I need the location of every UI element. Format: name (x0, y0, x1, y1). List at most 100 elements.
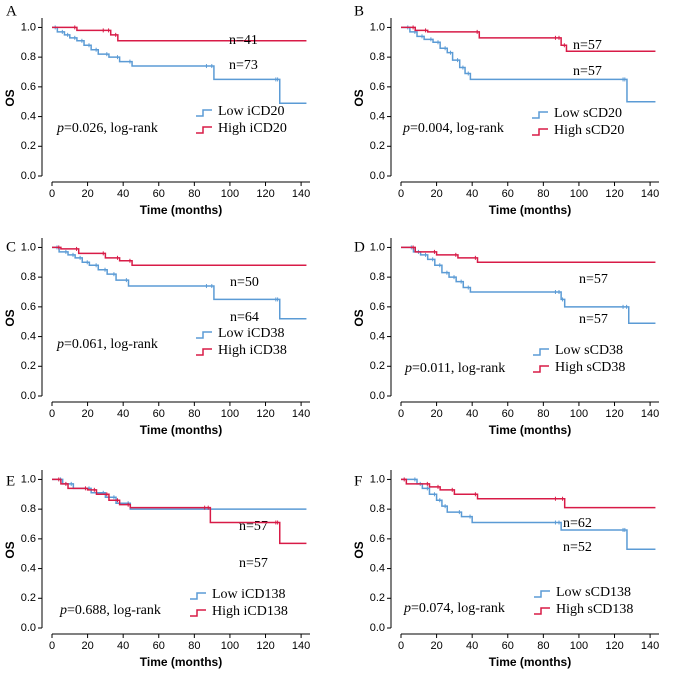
y-tick-label: 0.6 (21, 533, 36, 545)
x-axis-title: Time (months) (140, 423, 222, 437)
x-tick-label: 40 (117, 408, 129, 420)
panel-label: D (354, 239, 365, 255)
x-tick-label: 20 (430, 640, 442, 652)
x-tick-label: 120 (256, 408, 274, 420)
km-curve-high (52, 26, 307, 42)
y-tick-label: 0.2 (21, 360, 36, 372)
x-axis-title: Time (months) (140, 655, 222, 669)
p-symbol: p (59, 603, 67, 618)
legend-label: High sCD20 (554, 123, 624, 138)
x-tick-label: 100 (570, 188, 588, 200)
p-symbol: p (404, 361, 412, 376)
x-tick-label: 40 (466, 188, 478, 200)
x-tick-label: 140 (641, 408, 659, 420)
legend-label: Low iCD38 (218, 326, 285, 341)
y-tick-label: 0.6 (21, 301, 36, 313)
n-label-high: n=57 (239, 556, 268, 571)
km-curve-low (401, 246, 656, 324)
y-tick-label: 0.0 (370, 622, 385, 634)
legend-label: High iCD20 (218, 121, 287, 136)
x-tick-label: 0 (49, 408, 55, 420)
x-tick-label: 20 (430, 188, 442, 200)
x-tick-label: 40 (466, 640, 478, 652)
x-tick-label: 120 (256, 640, 274, 652)
km-curve-low (52, 246, 307, 320)
y-axis-title: OS (352, 541, 366, 558)
x-tick-label: 120 (256, 188, 274, 200)
y-tick-label: 0.0 (21, 622, 36, 634)
legend-label: Low sCD38 (555, 343, 623, 358)
p-value: =0.688, log-rank (67, 603, 161, 618)
p-symbol: p (402, 121, 410, 136)
y-tick-label: 1.0 (21, 473, 36, 485)
legend-label: High sCD138 (556, 602, 633, 617)
x-tick-label: 120 (605, 188, 623, 200)
legend-swatch (196, 126, 212, 134)
y-tick-label: 0.6 (370, 301, 385, 313)
y-tick-label: 0.4 (21, 110, 36, 122)
y-tick-label: 0.2 (21, 140, 36, 152)
x-tick-label: 100 (221, 640, 239, 652)
p-value: =0.004, log-rank (410, 121, 504, 136)
x-tick-label: 140 (292, 640, 310, 652)
x-tick-label: 80 (188, 640, 200, 652)
km-panel-f: F 0.0 0.2 0.4 0.6 0.8 1.0 0 20 40 60 80 100 120 140 Tim… (352, 470, 659, 669)
panel-label: A (6, 3, 17, 19)
x-axis-title: Time (months) (489, 423, 571, 437)
legend-label: Low iCD138 (212, 587, 286, 602)
legend-swatch (532, 128, 548, 136)
n-label-low: n=57 (573, 64, 602, 79)
n-label-high: n=41 (229, 33, 258, 48)
y-tick-label: 0.0 (370, 170, 385, 182)
n-label-low: n=52 (563, 540, 592, 555)
panel-label: B (354, 3, 364, 19)
legend-swatch (196, 331, 212, 339)
legend-swatch (190, 609, 206, 617)
p-value: =0.026, log-rank (64, 121, 158, 136)
y-tick-label: 0.2 (370, 592, 385, 604)
n-label-high: n=57 (573, 38, 602, 53)
y-tick-label: 1.0 (21, 21, 36, 33)
y-tick-label: 0.8 (21, 51, 36, 63)
legend-label: Low sCD138 (556, 585, 631, 600)
x-tick-label: 60 (502, 408, 514, 420)
x-axis-title: Time (months) (489, 655, 571, 669)
x-tick-label: 60 (153, 640, 165, 652)
panel-label: F (354, 473, 362, 489)
x-tick-label: 60 (502, 640, 514, 652)
y-tick-label: 0.6 (370, 533, 385, 545)
x-tick-label: 100 (570, 640, 588, 652)
km-panel-a: A 0.0 0.2 0.4 0.6 0.8 1.0 0 20 40 60 80 100 120 140 Tim… (3, 3, 310, 217)
y-tick-label: 0.8 (370, 503, 385, 515)
x-tick-label: 100 (221, 408, 239, 420)
legend-swatch (534, 590, 550, 598)
x-tick-label: 40 (117, 188, 129, 200)
y-axis-title: OS (352, 89, 366, 106)
y-tick-label: 0.4 (370, 110, 385, 122)
km-curve-high (401, 26, 656, 52)
p-value: =0.074, log-rank (411, 601, 505, 616)
p-value-text: p=0.074, log-rank (403, 601, 505, 616)
km-curve-high (401, 246, 656, 264)
panel-label: E (6, 473, 15, 489)
x-tick-label: 140 (292, 188, 310, 200)
x-tick-label: 20 (430, 408, 442, 420)
legend-swatch (196, 348, 212, 356)
y-tick-label: 0.8 (21, 271, 36, 283)
y-tick-label: 0.4 (370, 562, 385, 574)
p-value-text: p=0.688, log-rank (59, 603, 161, 618)
x-tick-label: 80 (537, 408, 549, 420)
km-curve-low (401, 26, 656, 103)
y-axis-title: OS (352, 309, 366, 326)
y-tick-label: 1.0 (370, 473, 385, 485)
p-symbol: p (56, 337, 64, 352)
legend-label: Low iCD20 (218, 104, 285, 119)
km-panel-c: C 0.0 0.2 0.4 0.6 0.8 1.0 0 20 40 60 80 100 120 140 Tim… (3, 238, 310, 437)
y-tick-label: 0.8 (21, 503, 36, 515)
y-axis-title: OS (3, 309, 17, 326)
p-value-text: p=0.011, log-rank (404, 361, 505, 376)
y-tick-label: 0.0 (21, 390, 36, 402)
y-tick-label: 0.8 (370, 271, 385, 283)
x-tick-label: 80 (537, 188, 549, 200)
